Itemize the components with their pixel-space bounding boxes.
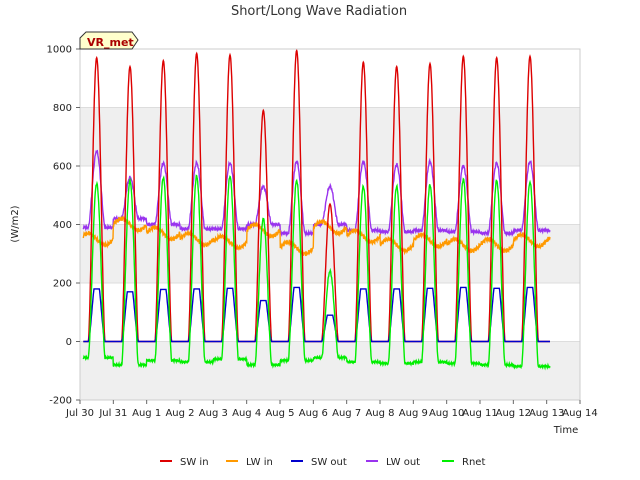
series-line-lw-in <box>82 215 551 257</box>
x-tick-label: Aug 6 <box>299 408 328 419</box>
background-band <box>80 107 580 166</box>
annotation-badge: VR_met <box>79 31 139 50</box>
y-tick-label: 600 <box>53 162 72 173</box>
background-band <box>80 341 580 400</box>
y-tick-label: 0 <box>66 337 72 348</box>
x-tick-label: Aug 2 <box>165 408 194 419</box>
x-tick-label: Aug 11 <box>462 408 497 419</box>
y-tick-label: 1000 <box>47 45 72 56</box>
x-tick-label: Jul 30 <box>65 408 94 419</box>
x-tick-label: Aug 5 <box>265 408 294 419</box>
series-line-sw-out <box>83 286 550 343</box>
x-tick-label: Aug 7 <box>332 408 361 419</box>
x-tick-label: Aug 3 <box>199 408 228 419</box>
legend-label: LW out <box>386 457 420 468</box>
x-tick-label: Aug 12 <box>496 408 531 419</box>
x-axis-ticks: Jul 30 Jul 31 Aug 1 Aug 2 Aug 3 Aug 4 Aug 5 Aug… <box>65 400 598 419</box>
y-tick-label: 800 <box>53 103 72 114</box>
series-line-rnet <box>82 174 551 371</box>
y-axis-ticks: -200 0 200 400 600 800 1000 <box>47 45 80 407</box>
x-tick-label: Aug 9 <box>399 408 428 419</box>
annotation-badge-text: VR_met <box>87 36 134 49</box>
y-axis-label: (W/m2) <box>10 205 21 242</box>
series-line-sw-in <box>83 48 550 343</box>
chart-title: Short/Long Wave Radiation <box>231 4 407 19</box>
x-tick-label: Aug 13 <box>529 408 564 419</box>
x-axis-label: Time <box>553 425 578 436</box>
x-tick-label: Aug 1 <box>132 408 161 419</box>
series-layer <box>82 48 551 371</box>
y-tick-label: 200 <box>53 279 72 290</box>
x-tick-label: Jul 31 <box>98 408 127 419</box>
x-tick-label: Aug 14 <box>562 408 597 419</box>
x-tick-label: Aug 8 <box>365 408 394 419</box>
x-tick-label: Aug 4 <box>232 408 261 419</box>
legend-label: SW in <box>180 457 209 468</box>
annotation-badge-box <box>79 31 139 50</box>
y-tick-label: 400 <box>53 220 72 231</box>
x-tick-label: Aug 10 <box>429 408 464 419</box>
legend-label: LW in <box>246 457 273 468</box>
legend-label: SW out <box>311 457 347 468</box>
y-tick-label: -200 <box>49 396 72 407</box>
legend: SW in LW in SW out LW out Rnet <box>160 457 485 468</box>
legend-label: Rnet <box>462 457 485 468</box>
